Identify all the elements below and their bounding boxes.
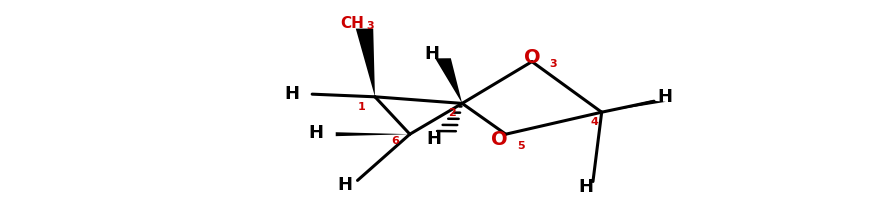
Text: H: H bbox=[657, 88, 672, 106]
Text: 3: 3 bbox=[549, 59, 557, 69]
Text: H: H bbox=[308, 124, 324, 142]
Text: 6: 6 bbox=[391, 136, 399, 146]
Text: 2: 2 bbox=[448, 108, 455, 118]
Polygon shape bbox=[435, 58, 462, 103]
Text: 4: 4 bbox=[590, 117, 599, 127]
Text: 3: 3 bbox=[366, 21, 374, 31]
Polygon shape bbox=[336, 132, 410, 136]
Text: H: H bbox=[284, 85, 300, 103]
Text: CH: CH bbox=[340, 16, 364, 31]
Text: H: H bbox=[424, 45, 439, 63]
Text: O: O bbox=[523, 48, 541, 67]
Polygon shape bbox=[602, 101, 666, 112]
Text: 1: 1 bbox=[358, 102, 365, 112]
Polygon shape bbox=[356, 29, 375, 97]
Text: O: O bbox=[491, 130, 508, 149]
Text: 5: 5 bbox=[517, 141, 525, 151]
Text: H: H bbox=[426, 130, 441, 148]
Text: H: H bbox=[337, 176, 352, 194]
Text: H: H bbox=[578, 178, 594, 196]
